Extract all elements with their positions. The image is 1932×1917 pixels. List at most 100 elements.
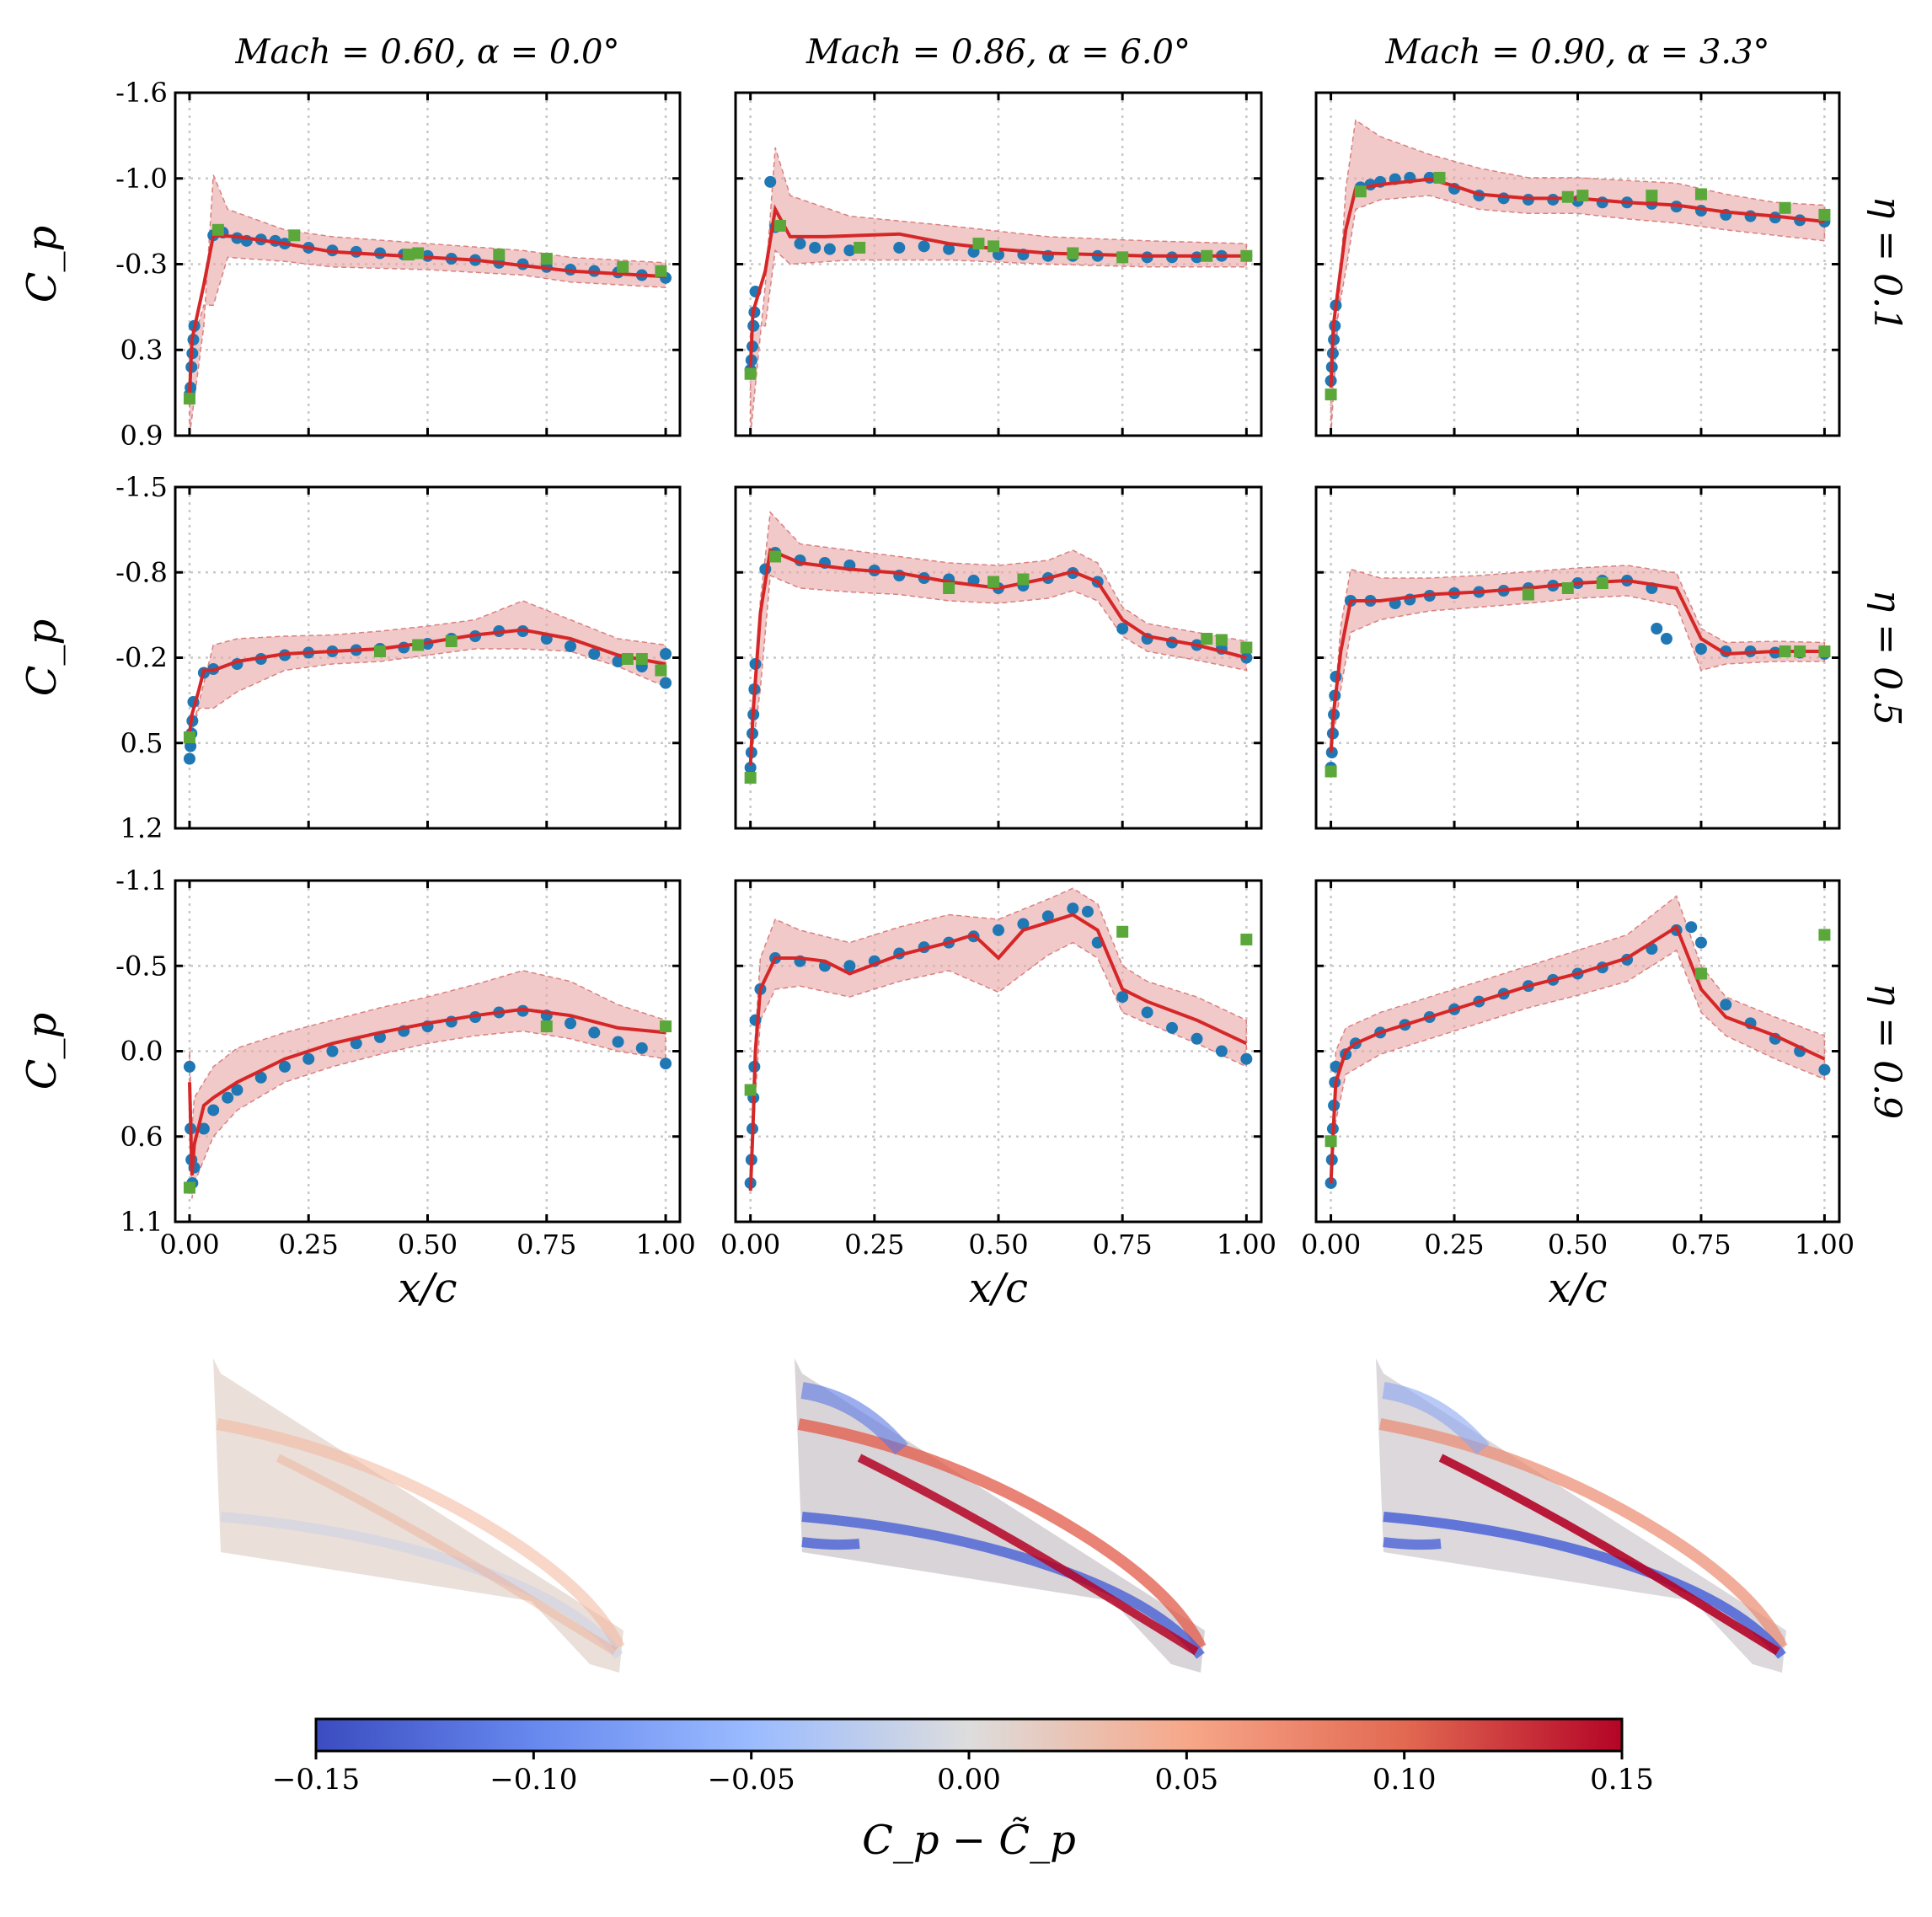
experiment-marker xyxy=(1779,201,1791,214)
panel-2-2: 0.00 0.25 0.50 0.75 1.00 x/c η = 0.9 xyxy=(1301,879,1908,1312)
data-point xyxy=(183,1060,195,1073)
y-axis-label: C_p xyxy=(19,1013,66,1090)
experiment-marker xyxy=(540,1020,553,1033)
colorbar-tick-label: −0.15 xyxy=(272,1763,360,1797)
experiment-marker xyxy=(373,645,386,657)
experiment-marker xyxy=(655,265,667,277)
wing-map-3 xyxy=(1376,1358,1788,1673)
y-tick-label: -0.8 xyxy=(115,556,168,588)
experiment-marker xyxy=(1646,190,1658,202)
x-tick-label: 0.25 xyxy=(279,1229,339,1261)
wing-band xyxy=(1378,1418,1788,1651)
experiment-marker xyxy=(1067,247,1079,260)
panel-grid: -1.6 -1.0 -0.3 0.3 0.9 Mach = 0.60, α = 0.0° C… xyxy=(19,33,1908,1312)
mean-line xyxy=(748,913,1248,1191)
x-axis-label: x/c xyxy=(1548,1265,1607,1312)
data-point xyxy=(660,648,672,660)
data-point xyxy=(635,1041,648,1054)
experiment-marker xyxy=(1325,1135,1337,1148)
panel-0-2: Mach = 0.90, α = 3.3° η = 0.1 xyxy=(1314,33,1908,437)
data-point xyxy=(1660,633,1672,645)
colorbar-tick-label: −0.10 xyxy=(490,1763,577,1797)
experiment-marker xyxy=(1325,388,1337,401)
experiment-marker xyxy=(1240,249,1253,262)
colorbar-tick-label: −0.05 xyxy=(708,1763,795,1797)
wing-band xyxy=(1382,1382,1490,1455)
experiment-marker xyxy=(943,582,955,594)
y-tick-label: 0.5 xyxy=(120,727,163,759)
wing-band xyxy=(800,1382,908,1455)
data-point xyxy=(302,1052,315,1065)
wing-band xyxy=(1383,1537,1442,1550)
data-point xyxy=(1067,902,1079,915)
experiment-marker xyxy=(412,639,425,651)
uncertainty-band xyxy=(189,174,666,436)
experiment-marker xyxy=(1561,190,1574,203)
experiment-marker xyxy=(1818,208,1831,221)
colorbar-tick-label: 0.10 xyxy=(1373,1763,1437,1797)
x-tick-label: 0.50 xyxy=(1548,1229,1608,1261)
data-point xyxy=(794,238,806,250)
panel-0-1: Mach = 0.86, α = 6.0° xyxy=(734,33,1263,437)
data-point xyxy=(943,243,955,255)
data-point xyxy=(823,243,836,255)
experiment-marker xyxy=(1215,634,1228,646)
data-point xyxy=(1116,623,1129,635)
experiment-marker xyxy=(1325,765,1337,778)
data-point xyxy=(197,1122,210,1135)
panel-1-1 xyxy=(734,485,1263,830)
experiment-marker xyxy=(288,229,301,242)
y-tick-label: -1.0 xyxy=(115,163,168,195)
data-point xyxy=(222,1091,234,1104)
data-point xyxy=(744,762,757,774)
colorbar-tick-label: 0.00 xyxy=(937,1763,1001,1797)
row-label: η = 0.1 xyxy=(1865,196,1908,332)
y-axis-label: C_p xyxy=(19,226,66,303)
experiment-marker xyxy=(1576,190,1589,202)
experiment-marker xyxy=(445,635,458,647)
mean-line xyxy=(1329,578,1825,753)
data-point xyxy=(1694,643,1707,655)
column-title: Mach = 0.86, α = 6.0° xyxy=(805,33,1191,72)
experiment-marker xyxy=(987,240,1000,253)
data-point xyxy=(1694,936,1707,949)
x-tick-label: 1.00 xyxy=(1795,1229,1854,1261)
y-tick-label: 0.6 xyxy=(120,1121,163,1153)
data-point xyxy=(1215,1045,1228,1058)
uncertainty-band xyxy=(1330,119,1826,436)
colorbar-label: C_p − C̃_p xyxy=(862,1815,1076,1864)
experiment-marker xyxy=(540,252,553,265)
x-tick-label: 1.00 xyxy=(1217,1229,1276,1261)
mean-line xyxy=(188,628,666,734)
experiment-marker xyxy=(617,260,629,273)
x-tick-label: 0.75 xyxy=(1671,1229,1731,1261)
y-tick-label: 1.1 xyxy=(120,1206,163,1238)
panel-1-2: η = 0.5 xyxy=(1314,485,1908,830)
data-point xyxy=(918,240,930,253)
x-tick-label: 0.25 xyxy=(1424,1229,1484,1261)
data-point xyxy=(231,1084,244,1096)
experiment-marker xyxy=(635,653,648,665)
data-point xyxy=(1720,999,1732,1011)
data-point xyxy=(1596,196,1608,209)
data-point xyxy=(1116,991,1129,1004)
data-point xyxy=(764,175,777,188)
colorbar-tick-label: 0.15 xyxy=(1590,1763,1654,1797)
wing-surface-maps xyxy=(213,1358,1788,1673)
data-point xyxy=(1240,651,1253,664)
wing-band xyxy=(801,1537,860,1550)
y-tick-label: -1.5 xyxy=(115,471,168,503)
mean-line xyxy=(748,204,1247,367)
y-tick-label: 0.0 xyxy=(120,1036,163,1068)
y-tick-label: -0.5 xyxy=(115,950,168,982)
y-tick-label: -1.1 xyxy=(115,865,168,897)
panel-2-0: 0.00 0.25 0.50 0.75 1.00 -1.1 -0.5 0.0 0.6 1.1 x/c… xyxy=(19,865,696,1312)
experiment-marker xyxy=(1694,188,1707,201)
experiment-marker xyxy=(1561,582,1574,594)
wing-band xyxy=(1438,1454,1780,1656)
data-point xyxy=(588,648,601,660)
experiment-marker xyxy=(854,241,866,254)
mean-line xyxy=(188,1007,666,1175)
y-tick-label: -0.3 xyxy=(115,249,168,281)
